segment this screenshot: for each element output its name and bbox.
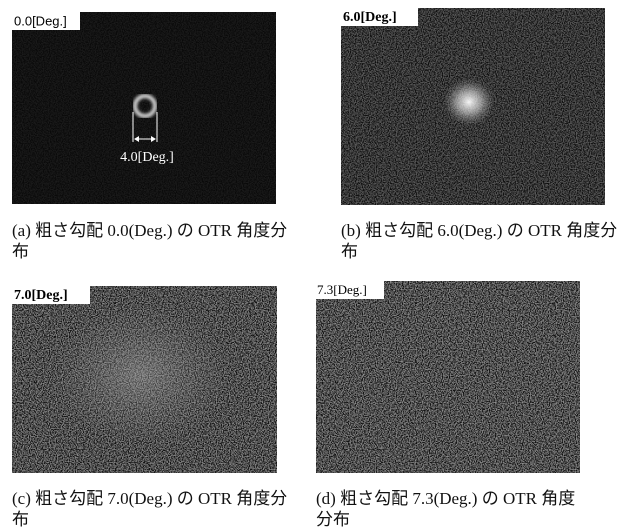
- annotation: 4.0[Deg.]: [120, 150, 174, 165]
- glow: [50, 305, 230, 445]
- panel-label: 0.0[Deg.]: [14, 13, 67, 28]
- panel-label: 7.3[Deg.]: [317, 282, 367, 297]
- panel-label: 7.0[Deg.]: [14, 288, 68, 303]
- figure: 4.0[Deg.] 0.0[Deg.] 6.0[Deg.] 7.0[Deg.] …: [0, 0, 622, 532]
- glow: [443, 78, 495, 126]
- caption: (d) 粗さ勾配 7.3(Deg.) の OTR 角度分布: [316, 488, 578, 530]
- panel-label: 6.0[Deg.]: [343, 10, 397, 25]
- noise: [316, 281, 580, 473]
- noise: [12, 12, 276, 204]
- caption: (b) 粗さ勾配 6.0(Deg.) の OTR 角度分布: [341, 220, 622, 262]
- caption: (a) 粗さ勾配 0.0(Deg.) の OTR 角度分布: [12, 220, 297, 262]
- caption: (c) 粗さ勾配 7.0(Deg.) の OTR 角度分布: [12, 488, 297, 530]
- figure-page: 4.0[Deg.] 0.0[Deg.] 6.0[Deg.] 7.0[Deg.] …: [0, 0, 622, 532]
